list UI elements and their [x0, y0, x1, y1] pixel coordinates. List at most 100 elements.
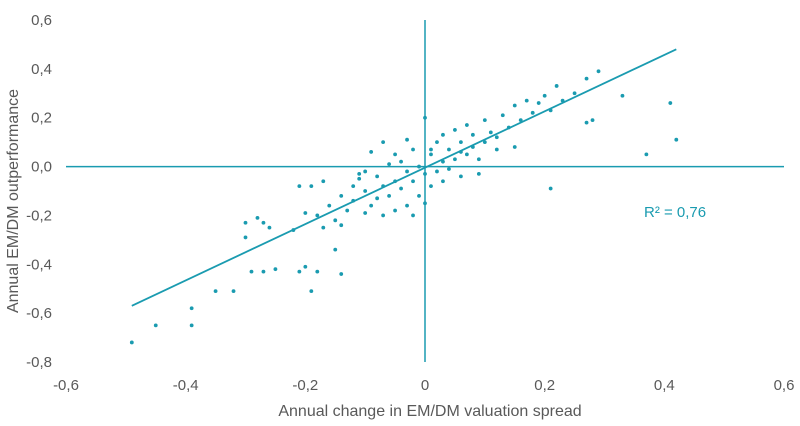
data-point [435, 140, 439, 145]
data-point [453, 128, 457, 132]
data-point [500, 113, 505, 118]
data-point [351, 184, 356, 189]
data-point [429, 152, 433, 157]
data-point [375, 196, 380, 201]
data-point [321, 179, 326, 184]
data-point [321, 225, 326, 230]
data-point [297, 269, 302, 274]
x-tick-label: 0 [421, 377, 429, 394]
data-point [470, 132, 475, 137]
data-point [381, 213, 386, 218]
x-tick-label: -0,4 [173, 377, 199, 394]
x-tick-label: 0,6 [774, 377, 795, 394]
data-point [405, 203, 409, 208]
data-point [129, 340, 134, 345]
data-point [387, 162, 391, 167]
data-point [345, 208, 350, 213]
data-point [447, 167, 451, 171]
data-point [255, 215, 260, 220]
data-point [261, 220, 266, 225]
data-point [303, 264, 308, 269]
data-point [644, 152, 649, 157]
data-point [464, 152, 469, 157]
data-point [411, 213, 415, 218]
trendline [131, 48, 677, 307]
data-point [261, 269, 266, 274]
y-tick-labels: 0,6 0,4 0,2 0,0 -0,2 -0,4 -0,6 -0,8 [26, 12, 52, 371]
data-point [369, 150, 374, 154]
data-point [423, 172, 427, 176]
data-point [243, 220, 248, 225]
data-point [429, 184, 433, 189]
axes [66, 20, 784, 362]
data-point [423, 201, 427, 206]
x-tick-label: 0,2 [534, 377, 555, 394]
data-point [441, 159, 445, 164]
data-point [417, 164, 421, 169]
data-point [393, 208, 397, 213]
data-point [674, 137, 679, 142]
data-point [405, 169, 409, 174]
r-squared-label: R² = 0,76 [644, 204, 706, 221]
data-point [339, 223, 344, 228]
x-axis-title: Annual change in EM/DM valuation spread [278, 403, 581, 420]
data-point [273, 267, 278, 272]
data-point [411, 147, 415, 152]
y-tick-label: 0,2 [31, 110, 52, 127]
data-point [393, 152, 397, 157]
data-point [381, 140, 386, 145]
data-point [363, 169, 368, 174]
data-point [554, 84, 559, 88]
data-point [333, 247, 338, 252]
data-point [423, 115, 427, 120]
data-point [315, 269, 320, 274]
data-point [411, 179, 415, 184]
data-points [129, 69, 679, 345]
data-point [584, 120, 589, 125]
data-point [189, 323, 194, 328]
data-point [512, 103, 517, 108]
data-point [459, 174, 463, 179]
data-point [494, 135, 499, 140]
data-point [530, 110, 535, 115]
data-point [387, 193, 391, 198]
x-tick-label: -0,2 [292, 377, 318, 394]
data-point [309, 289, 314, 294]
data-point [315, 213, 320, 218]
data-point [536, 101, 541, 105]
data-point [459, 140, 463, 145]
data-point [482, 140, 487, 145]
data-point [518, 118, 523, 123]
y-tick-label: -0,6 [26, 305, 52, 322]
data-point [369, 203, 374, 208]
data-point [243, 235, 248, 240]
y-axis-title: Annual EM/DM outperformance [5, 89, 22, 313]
data-point [417, 193, 421, 198]
data-point [357, 172, 362, 176]
data-point [297, 184, 302, 189]
data-point [441, 132, 445, 137]
data-point [339, 193, 344, 198]
y-tick-label: -0,2 [26, 207, 52, 224]
data-point [453, 157, 457, 162]
data-point [339, 272, 344, 276]
data-point [399, 159, 403, 164]
data-point [327, 203, 332, 208]
data-point [476, 172, 481, 176]
y-tick-label: 0,0 [31, 159, 52, 176]
x-tick-labels: -0,6 -0,4 -0,2 0 0,2 0,4 0,6 [53, 377, 794, 394]
x-tick-label: -0,6 [53, 377, 79, 394]
y-tick-label: -0,8 [26, 354, 52, 371]
data-point [482, 118, 487, 123]
data-point [429, 147, 433, 152]
data-point [231, 289, 236, 294]
data-point [542, 93, 547, 98]
data-point [435, 169, 439, 174]
data-point [590, 118, 595, 123]
data-point [494, 147, 499, 152]
data-point [405, 137, 409, 142]
data-point [524, 98, 529, 103]
data-point [488, 130, 493, 135]
data-point [213, 289, 218, 294]
y-tick-label: 0,6 [31, 12, 52, 29]
